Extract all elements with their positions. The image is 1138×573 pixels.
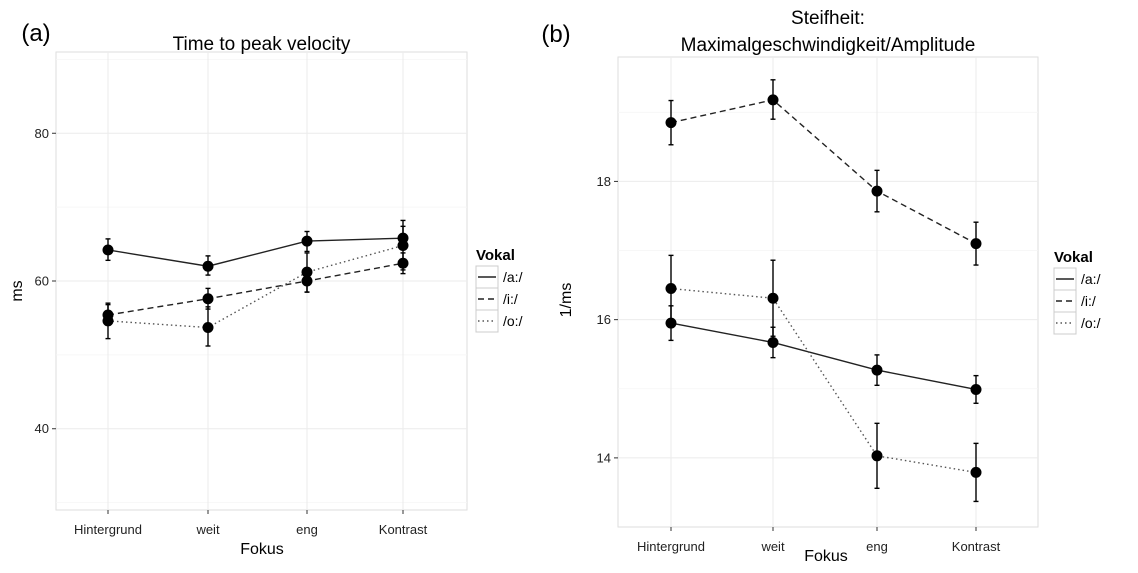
x-tick-label: weit [760,539,785,554]
data-point [301,235,313,247]
chart-title: Time to peak velocity [173,34,351,55]
data-point [871,450,883,462]
data-point [102,315,114,327]
series-i-group [665,79,982,266]
chart-title: Steifheit: [791,8,865,29]
legend-title: Vokal [476,247,515,264]
y-axis-title: ms [9,280,26,301]
legend-label: /i:/ [1081,293,1096,309]
data-point [665,283,677,295]
data-point [970,383,982,395]
chart-title: Maximalgeschwindigkeit/Amplitude [681,35,976,56]
x-tick-label: Kontrast [952,539,1001,554]
data-point [871,185,883,197]
chart-panel-a: 40 60 80 Hintergrund weit eng Kontrast (a) Time … [9,20,523,558]
data-point [665,117,677,129]
data-point [202,322,214,334]
x-axis-title: Fokus [804,548,848,565]
data-point [301,266,313,278]
y-tick-label: 80 [35,126,49,141]
legend-label: /a:/ [503,269,523,285]
series-line [107,262,404,316]
legend: Vokal/a:/ /i:/ /o:/ [1053,249,1101,335]
legend-label: /o:/ [1081,315,1101,331]
data-point [970,238,982,250]
y-tick-label: 60 [35,274,49,289]
series-line [670,322,977,391]
x-tick-label: Hintergrund [637,539,705,554]
y-tick-label: 40 [35,421,49,436]
y-axis-title: 1/ms [558,283,575,318]
data-point [102,244,114,256]
data-point [970,466,982,478]
x-tick-label: Kontrast [379,522,428,537]
x-tick-label: eng [866,539,888,554]
legend: Vokal/a:/ /i:/ /o:/ [475,247,523,333]
panel-label: (b) [541,21,570,48]
data-point [767,336,779,348]
legend-title: Vokal [1054,249,1093,266]
y-tick-label: 18 [597,174,611,189]
series-o-group [665,254,982,503]
panel-label: (a) [21,20,50,47]
data-point [202,293,214,305]
series-o-group [102,219,409,347]
data-point [397,240,409,252]
chart-panel-b: 14 16 18 Hintergrund weit eng Kontrast (b) Steif… [541,8,1100,565]
data-point [767,94,779,106]
y-tick-label: 14 [597,450,611,465]
series-a-group [665,305,982,404]
data-point [871,364,883,376]
x-tick-label: weit [195,522,220,537]
data-point [202,260,214,272]
y-tick-label: 16 [597,312,611,327]
x-tick-label: eng [296,522,318,537]
data-point [767,292,779,304]
legend-label: /i:/ [503,291,518,307]
data-point [665,317,677,329]
legend-label: /o:/ [503,313,523,329]
series-line [107,244,404,329]
series-line [107,237,404,267]
series-line [670,99,977,245]
x-axis-title: Fokus [240,541,284,558]
x-tick-label: Hintergrund [74,522,142,537]
legend-label: /a:/ [1081,271,1101,287]
plot-area [617,56,1039,528]
